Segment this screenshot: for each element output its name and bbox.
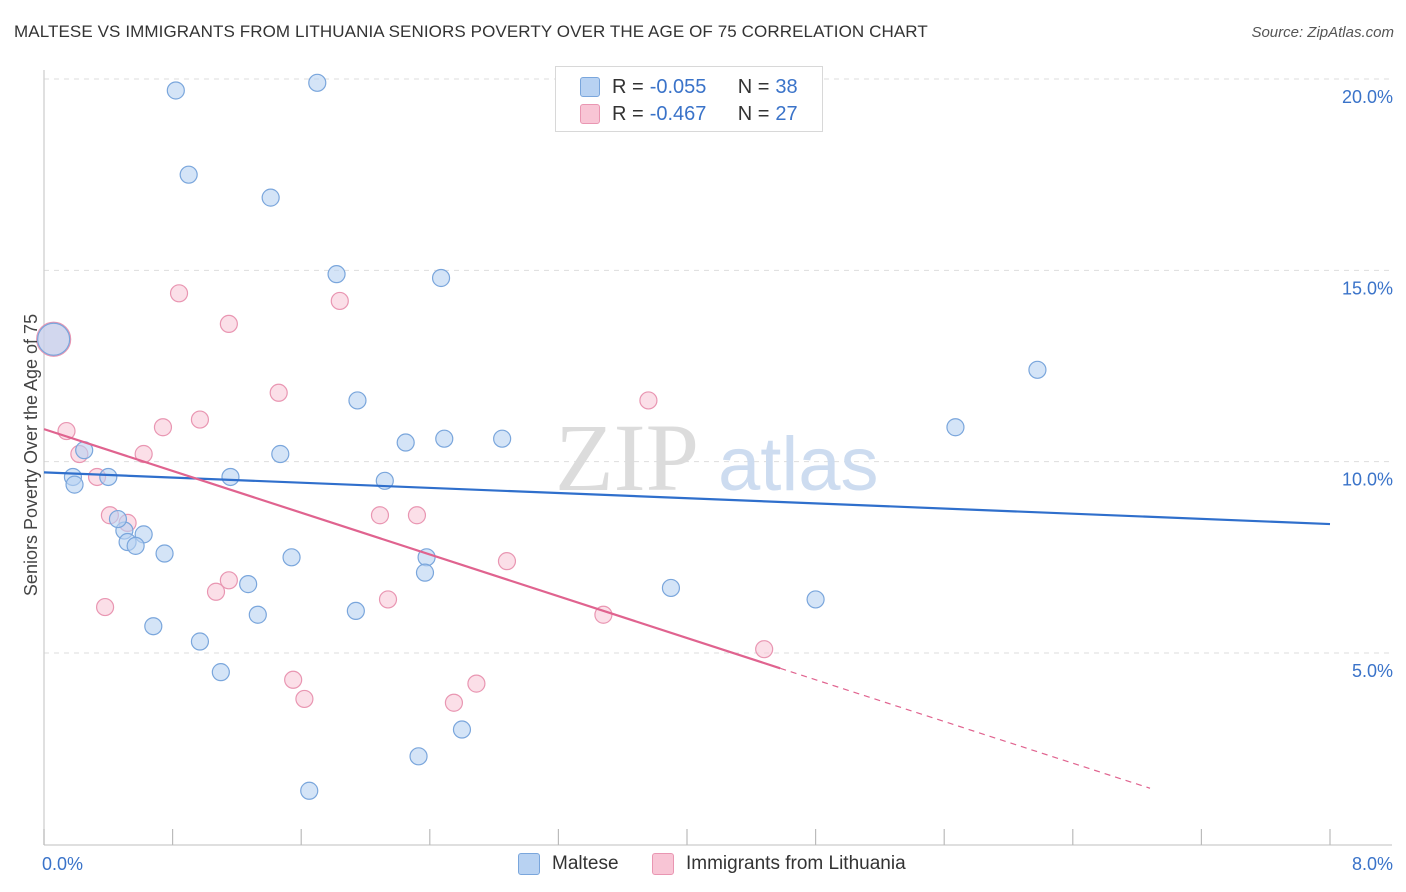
legend-row-maltese: R = -0.055 N = 38 [580,74,798,100]
lithuania-point [95,597,115,617]
maltese-point [300,781,319,800]
maltese-point [221,467,240,487]
lithuania-point [370,506,390,525]
maltese-point [144,617,163,636]
x-tick-label: 8.0% [1352,854,1393,874]
maltese-trendline [43,471,1331,526]
maltese-point [211,663,230,682]
lithuania-point [639,391,658,410]
maltese-point [806,590,825,609]
lithuania-point [153,418,173,437]
maltese-point [108,509,128,529]
maltese-point [239,575,258,594]
maltese-point [327,265,346,284]
maltese-point [415,563,435,582]
maltese-point [452,720,472,739]
maltese-point [271,444,290,464]
legend-n-value: 38 [775,75,798,98]
lithuania-point [330,291,349,311]
maltese-point [409,747,428,766]
grid-lines [44,78,1392,654]
watermark-atlas: atlas [718,422,879,507]
maltese-point [493,429,512,448]
trendlines [43,428,1331,789]
axes [43,70,1392,846]
chart-title: MALTESE VS IMMIGRANTS FROM LITHUANIA SEN… [14,22,928,41]
maltese-point [65,475,84,494]
legend-label-lithuania: Immigrants from Lithuania [686,853,906,874]
maltese-point [99,467,118,487]
y-tick-label: 10.0% [1342,470,1393,490]
lithuania-point [295,689,314,709]
tick-labels: 5.0% 10.0% 15.0% 20.0% 0.0% 8.0% [42,87,1393,874]
legend-swatch-maltese [580,77,600,97]
lithuania-point [755,640,774,659]
x-tick-label: 0.0% [42,854,83,874]
legend-item-lithuania[interactable]: Immigrants from Lithuania [652,853,906,875]
legend-row-lithuania: R = -0.467 N = 27 [580,101,798,127]
y-tick-label: 15.0% [1342,278,1393,298]
lithuania-point [284,670,303,689]
series-legend: Maltese Immigrants from Lithuania [0,851,1406,879]
maltese-point [308,73,327,92]
watermark: ZIP atlas [555,404,879,511]
source-label: Source: ZipAtlas.com [1251,24,1394,41]
lithuania-trendline [43,428,781,670]
maltese-point [346,601,365,621]
maltese-point [1028,360,1047,379]
lithuania-point [219,314,238,334]
y-axis-label: Seniors Poverty Over the Age of 75 [21,314,41,596]
lithuania-point [497,552,517,571]
legend-swatch-lithuania [580,104,600,124]
lithuania-point [444,693,464,712]
maltese-point [661,578,681,598]
maltese-point [435,429,454,448]
maltese-point [155,544,174,563]
maltese-point [396,433,415,452]
legend-r-label: R = [612,102,644,125]
lithuania-point [378,590,398,609]
lithuania-point [467,674,486,693]
lithuania-point [407,506,427,525]
legend-r-value: -0.467 [649,102,707,125]
maltese-point [190,632,210,651]
maltese-point [248,605,267,624]
maltese-point [282,548,301,567]
legend-r-value: -0.055 [649,75,707,98]
legend-swatch-maltese [518,853,540,875]
maltese-point [37,322,71,356]
y-tick-label: 20.0% [1342,87,1393,107]
maltese-point [166,81,185,100]
maltese-point [431,268,451,288]
maltese-point [179,165,198,184]
maltese-point [946,418,965,437]
series-maltese-points [37,73,1047,800]
legend-n-value: 27 [775,102,798,125]
legend-label-maltese: Maltese [552,853,619,874]
legend-r-label: R = [612,75,644,98]
maltese-point [126,536,145,555]
lithuania-point [269,383,288,402]
maltese-point [348,391,367,410]
lithuania-point [206,582,226,601]
legend-swatch-lithuania [652,853,674,875]
maltese-point [261,188,280,207]
legend-item-maltese[interactable]: Maltese [518,853,619,875]
lithuania-point [219,571,238,590]
legend-n-label: N = [737,102,770,125]
lithuania-point [169,284,189,303]
correlation-legend: R = -0.055 N = 38 R = -0.467 N = 27 [555,66,823,132]
lithuania-trendline-extension [780,667,1151,789]
lithuania-point [190,410,210,429]
y-tick-label: 5.0% [1352,661,1393,681]
legend-n-label: N = [737,75,770,98]
